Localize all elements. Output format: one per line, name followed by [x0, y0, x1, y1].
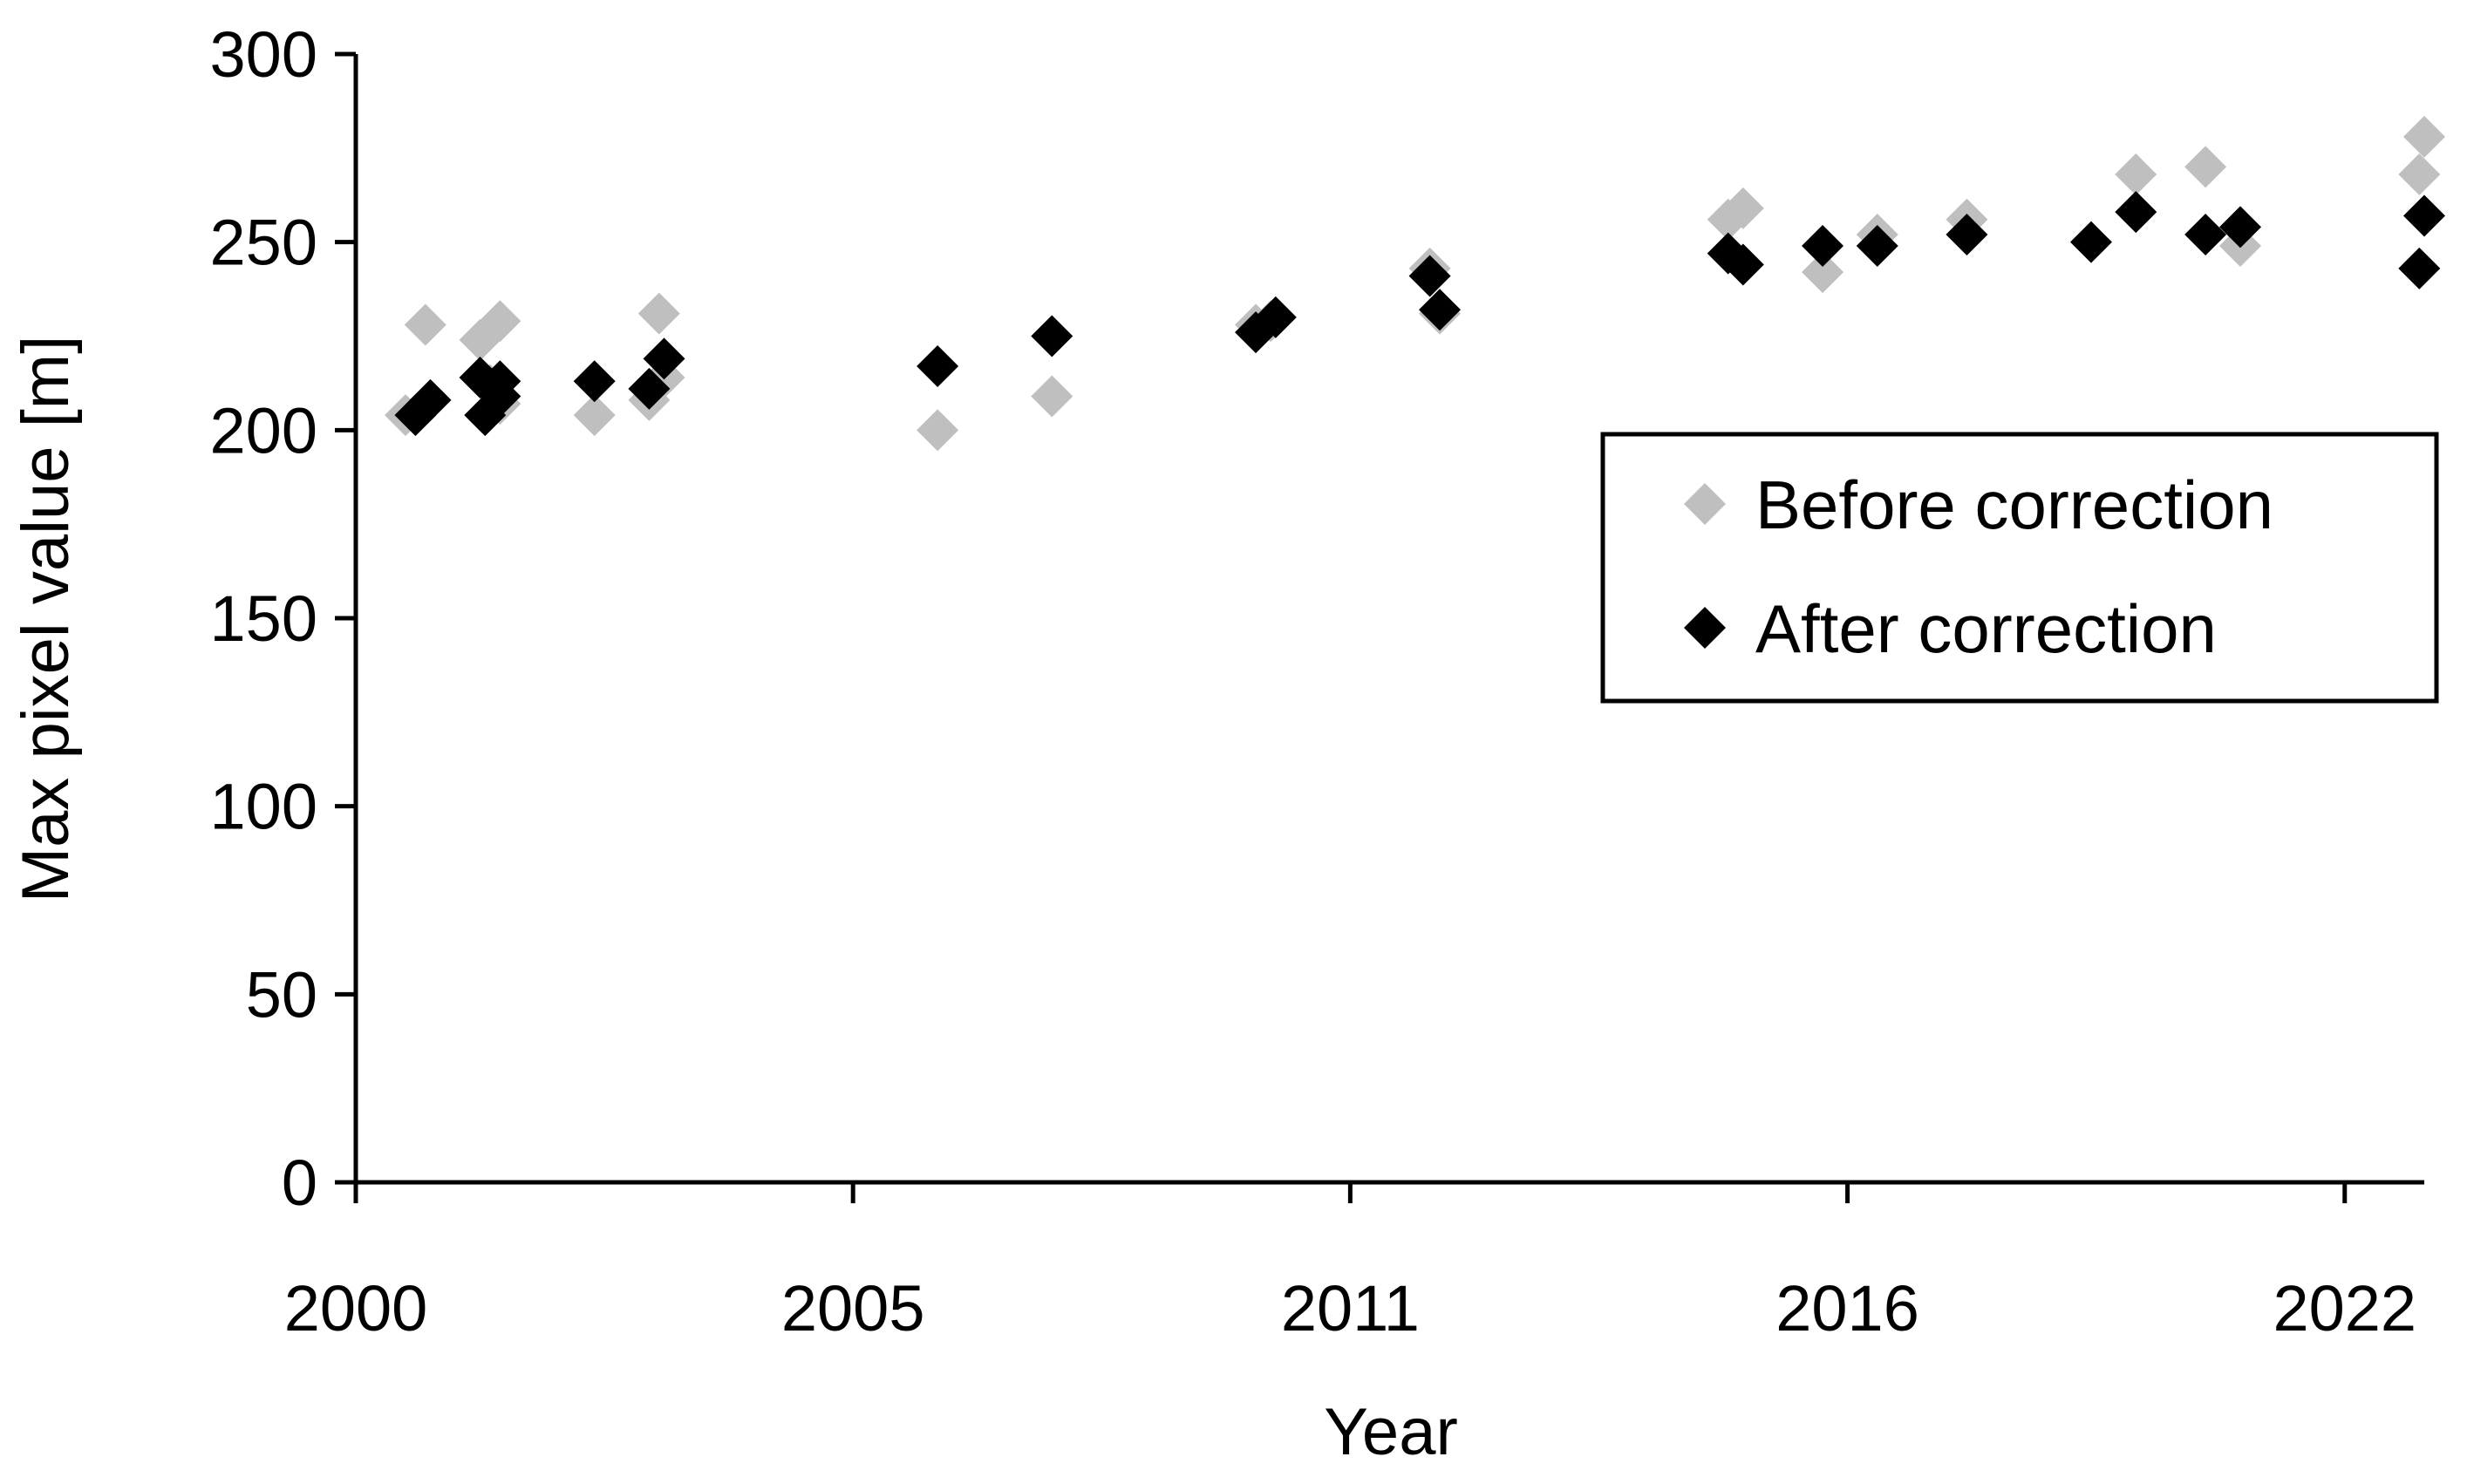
y-tick-label: 200	[210, 394, 317, 466]
before-correction-point	[637, 292, 680, 335]
after-correction-point	[573, 360, 616, 403]
x-tick-label: 2016	[1775, 1272, 1919, 1344]
legend-box	[1600, 432, 2439, 704]
x-tick-label: 2011	[1281, 1272, 1420, 1344]
after-correction-point	[1856, 224, 1898, 267]
after-correction-point	[409, 378, 452, 421]
after-correction-point	[2403, 194, 2445, 237]
legend-marker-after	[1684, 607, 1726, 649]
y-tick-label: 300	[210, 18, 317, 91]
legend: Before correction After correction	[1600, 432, 2439, 704]
y-tick-label: 0	[282, 1147, 317, 1219]
before-correction-point	[1802, 251, 1844, 294]
after-correction-point	[2219, 206, 2262, 248]
after-correction-point	[917, 345, 959, 388]
y-tick-label: 150	[210, 582, 317, 655]
legend-marker-before	[1684, 483, 1726, 525]
before-correction-point	[2403, 115, 2445, 158]
before-correction-point	[917, 409, 959, 452]
after-correction-point	[1254, 296, 1297, 338]
before-correction-point	[479, 300, 521, 343]
after-correction-point	[2115, 191, 2157, 234]
x-tick-label: 2005	[781, 1272, 925, 1344]
x-axis-title: Year	[1324, 1395, 1458, 1469]
y-axis-title: Max pixel value [m]	[9, 336, 83, 902]
y-tick-label: 50	[246, 958, 317, 1031]
legend-label-before: Before correction	[1755, 466, 2273, 543]
before-correction-point	[2184, 146, 2227, 188]
after-correction-point	[1721, 243, 1764, 286]
after-correction-point	[1408, 255, 1451, 297]
after-correction-point	[1946, 214, 1988, 256]
series-before-correction	[385, 115, 2445, 452]
before-correction-point	[573, 394, 616, 437]
before-correction-point	[2398, 153, 2441, 196]
x-tick-label: 2000	[284, 1272, 428, 1344]
series-after-correction	[394, 191, 2445, 437]
data-points	[385, 115, 2445, 452]
after-correction-point	[2069, 221, 2112, 263]
y-axis-ticks: 0 50 100 150 200 250 300	[210, 18, 356, 1219]
x-axis-ticks: 2000 2005 2011 2016 2022	[284, 1182, 2416, 1344]
before-correction-point	[404, 303, 446, 346]
legend-label-after: After correction	[1755, 590, 2217, 667]
after-correction-point	[2184, 214, 2227, 256]
after-correction-point	[1031, 315, 1073, 357]
after-correction-point	[1419, 289, 1462, 331]
after-correction-point	[2398, 247, 2441, 289]
x-tick-label: 2022	[2273, 1272, 2416, 1344]
after-correction-point	[479, 375, 521, 418]
before-correction-point	[2115, 153, 2157, 196]
after-correction-point	[628, 367, 671, 410]
after-correction-point	[1802, 224, 1844, 267]
y-tick-label: 100	[210, 771, 317, 843]
before-correction-point	[1031, 375, 1073, 418]
y-tick-label: 250	[210, 207, 317, 279]
after-correction-point	[643, 337, 685, 380]
before-correction-point	[1721, 187, 1764, 229]
